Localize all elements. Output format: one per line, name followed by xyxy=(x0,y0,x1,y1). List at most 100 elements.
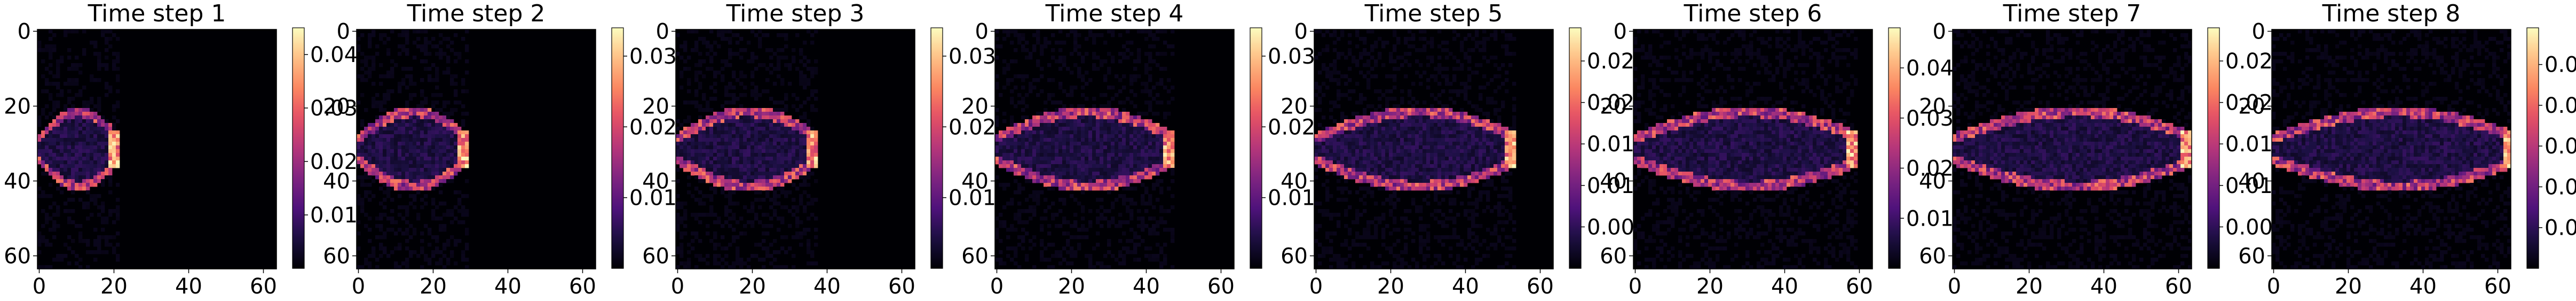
heatmap-cell xyxy=(702,153,706,157)
heatmap-cell xyxy=(364,160,368,165)
heatmap-cell xyxy=(1062,127,1066,131)
heatmap-cell xyxy=(1103,130,1108,135)
heatmap-cell xyxy=(1325,74,1330,79)
heatmap-cell xyxy=(765,112,770,116)
heatmap-cell xyxy=(1044,217,1048,221)
heatmap-cell xyxy=(1378,52,1382,56)
heatmap-cell xyxy=(724,134,729,138)
heatmap-cell xyxy=(93,123,98,127)
heatmap-cell xyxy=(698,52,702,56)
heatmap-cell xyxy=(1051,138,1055,142)
heatmap-cell xyxy=(788,175,792,180)
heatmap-cell xyxy=(747,187,751,191)
heatmap-cell xyxy=(105,67,109,71)
heatmap-cell xyxy=(799,153,803,157)
heatmap-cell xyxy=(995,217,999,221)
heatmap-cell xyxy=(1062,179,1066,183)
heatmap-cell xyxy=(795,138,800,142)
y-tick-label: 40 xyxy=(642,169,669,194)
heatmap-cell xyxy=(1374,44,1378,49)
heatmap-cell xyxy=(1036,157,1040,161)
heatmap-cell xyxy=(1032,213,1037,217)
heatmap-cell xyxy=(1460,123,1464,127)
heatmap-cell xyxy=(112,142,116,146)
colorbar-tick-label: 0.02 xyxy=(310,150,358,174)
heatmap-cell xyxy=(694,172,699,176)
heatmap-cell xyxy=(1501,82,1505,86)
heatmap-cell xyxy=(1137,115,1141,120)
heatmap-cell xyxy=(1404,108,1408,112)
heatmap-cell xyxy=(694,145,699,150)
heatmap-cell xyxy=(1029,194,1033,198)
heatmap-cell xyxy=(1445,119,1449,124)
heatmap-cell xyxy=(792,172,796,176)
heatmap-cell xyxy=(435,164,439,168)
heatmap-cell xyxy=(777,183,781,187)
heatmap-cell xyxy=(461,213,465,217)
heatmap-cell xyxy=(1318,101,1322,105)
heatmap-cell xyxy=(1411,112,1416,116)
heatmap-cell xyxy=(810,254,815,258)
heatmap-cell xyxy=(390,183,394,187)
heatmap-cell xyxy=(435,175,439,180)
heatmap-cell xyxy=(1396,115,1401,120)
heatmap-cell xyxy=(398,115,402,120)
heatmap-cell xyxy=(67,160,72,165)
heatmap-cell xyxy=(446,59,451,64)
heatmap-cell xyxy=(379,33,383,37)
heatmap-cell xyxy=(1107,183,1111,187)
heatmap-cell xyxy=(1415,48,1419,52)
heatmap-cell xyxy=(1329,101,1333,105)
heatmap-cell xyxy=(709,56,714,60)
heatmap-cell xyxy=(90,157,94,161)
heatmap-cell xyxy=(82,138,86,142)
heatmap-cell xyxy=(1085,187,1089,191)
heatmap-cell xyxy=(1103,209,1108,213)
heatmap-cell xyxy=(1062,108,1066,112)
heatmap-cell xyxy=(1464,119,1468,124)
heatmap-cell xyxy=(1096,67,1100,71)
heatmap-cell xyxy=(1430,44,1434,49)
heatmap-cell xyxy=(1066,127,1070,131)
heatmap-cell xyxy=(409,153,413,157)
heatmap-cell xyxy=(1100,157,1104,161)
heatmap-cell xyxy=(1006,29,1010,34)
heatmap-cell xyxy=(82,187,86,191)
heatmap-cell xyxy=(750,59,755,64)
heatmap-cell xyxy=(1378,119,1382,124)
heatmap-cell xyxy=(1058,127,1063,131)
heatmap-cell xyxy=(360,205,365,210)
heatmap-cell xyxy=(409,119,413,124)
heatmap-cell xyxy=(1126,168,1130,172)
heatmap-cell xyxy=(1002,138,1007,142)
heatmap-cell xyxy=(1452,123,1457,127)
heatmap-cell xyxy=(728,123,732,127)
heatmap-cell xyxy=(750,175,755,180)
heatmap-cell xyxy=(736,157,740,161)
heatmap-cell xyxy=(1363,123,1367,127)
heatmap-cell xyxy=(728,175,732,180)
heatmap-cell xyxy=(777,202,781,206)
heatmap-cell xyxy=(1437,44,1442,49)
heatmap-cell xyxy=(1482,41,1487,45)
heatmap-cell xyxy=(1006,138,1010,142)
heatmap-cell xyxy=(747,138,751,142)
heatmap-cell xyxy=(1115,119,1119,124)
heatmap-cell xyxy=(1486,37,1490,41)
heatmap-cell xyxy=(1021,239,1025,243)
heatmap-cell xyxy=(1404,112,1408,116)
heatmap-cell xyxy=(706,194,710,198)
heatmap-cell xyxy=(379,37,383,41)
heatmap-cell xyxy=(116,198,120,202)
heatmap-cell xyxy=(52,127,57,131)
heatmap-cell xyxy=(1077,108,1081,112)
heatmap-cell xyxy=(60,149,64,153)
heatmap-cell xyxy=(383,115,387,120)
heatmap-cell xyxy=(360,183,365,187)
heatmap-cell xyxy=(101,217,105,221)
heatmap-cell xyxy=(728,202,732,206)
heatmap-cell xyxy=(769,127,773,131)
heatmap-cell xyxy=(758,119,762,124)
heatmap-cell xyxy=(1021,37,1025,41)
heatmap-cell xyxy=(75,130,79,135)
